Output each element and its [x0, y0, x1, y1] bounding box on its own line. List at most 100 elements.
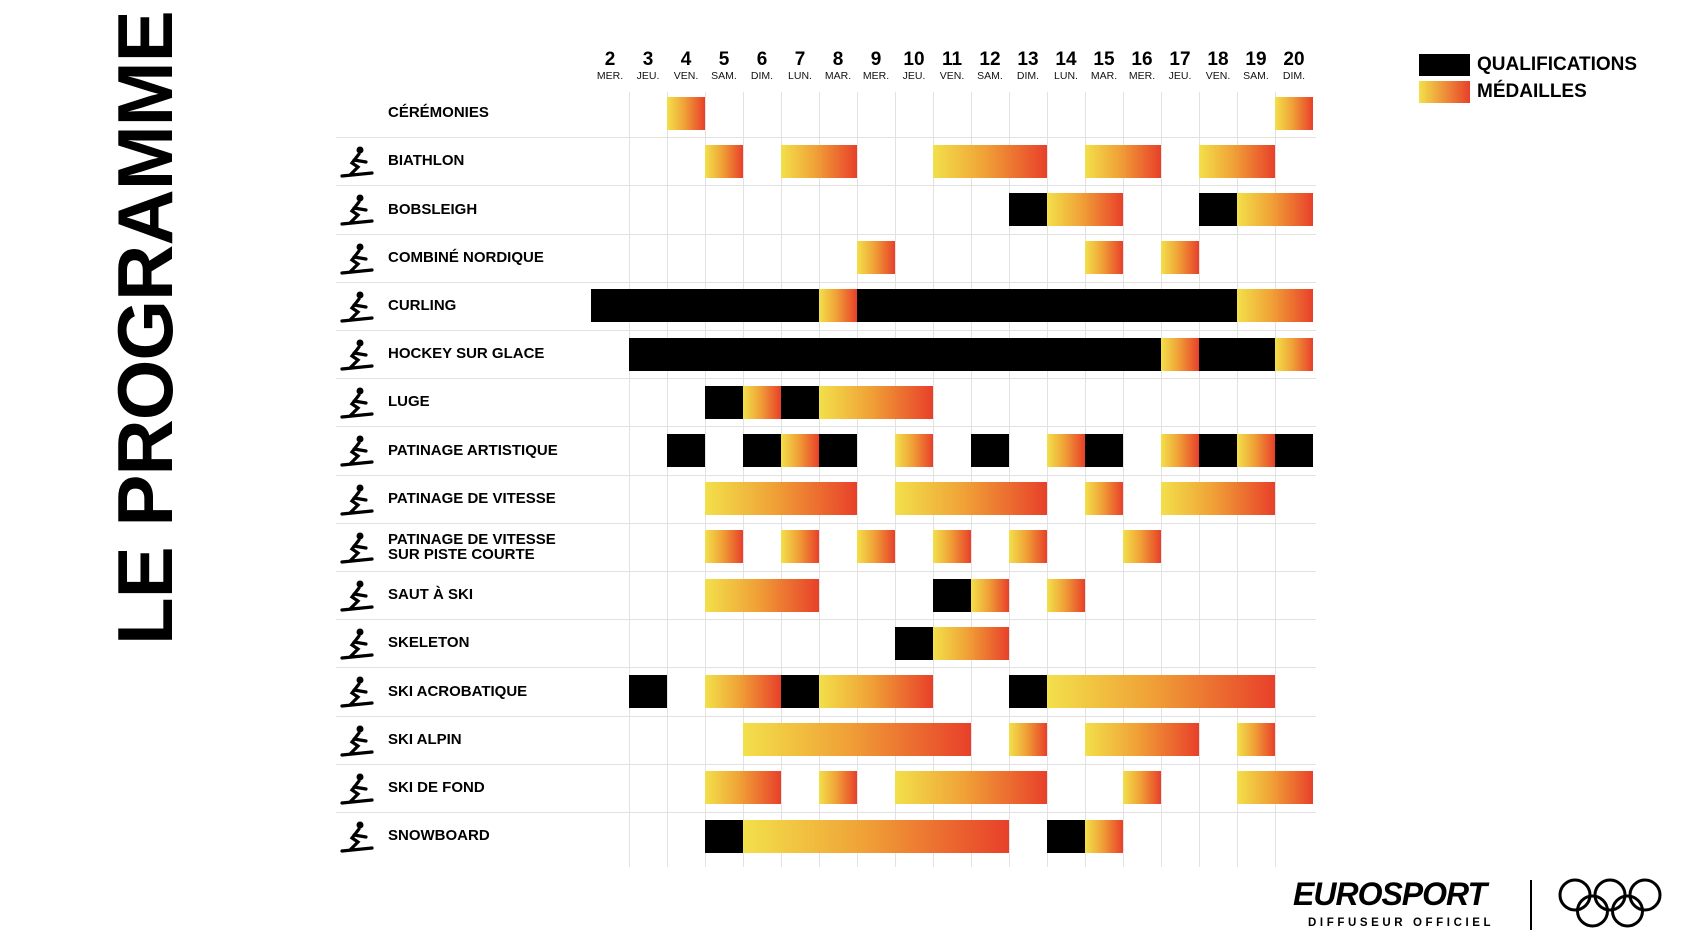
medal-bar: [743, 723, 971, 757]
ice-hockey-icon: [338, 336, 374, 372]
medal-bar: [705, 578, 819, 612]
weekday-label: JEU.: [1168, 70, 1192, 82]
medal-bar: [1275, 337, 1313, 371]
medal-bar: [1123, 530, 1161, 564]
weekday-label: SAM.: [1243, 70, 1269, 82]
medal-bar: [1237, 723, 1275, 757]
sport-label: LUGE: [388, 393, 430, 411]
grid-line-horizontal: [336, 474, 1316, 476]
medal-bar: [1237, 771, 1313, 805]
grid-line-horizontal: [336, 185, 1316, 187]
day-number: 7: [794, 49, 806, 70]
alpine-skiing-icon: [338, 722, 374, 758]
legend-medal-swatch: [1419, 81, 1470, 103]
grid-line-horizontal: [336, 571, 1316, 572]
sport-label: BIATHLON: [388, 152, 465, 170]
ski-jumping-icon: [338, 577, 374, 613]
qualification-bar: [819, 433, 857, 467]
day-number: 12: [979, 49, 1001, 70]
qualification-bar: [667, 433, 705, 467]
day-number: 6: [756, 49, 768, 70]
medal-bar: [819, 385, 933, 419]
weekday-label: MER.: [596, 70, 624, 82]
day-number: 3: [642, 49, 654, 70]
sport-label: CURLING: [388, 296, 457, 314]
grid-line-horizontal: [336, 715, 1316, 717]
medal-bar: [819, 771, 857, 805]
day-number: 5: [718, 49, 730, 70]
weekday-label: JEU.: [636, 70, 660, 82]
medal-bar: [895, 771, 1047, 805]
cross-country-icon: [338, 770, 374, 806]
day-header: 10 JEU.: [895, 50, 933, 83]
sport-label: BOBSLEIGH: [388, 200, 478, 218]
qualification-bar: [781, 385, 819, 419]
luge-icon: [338, 384, 374, 420]
grid-line-vertical: [629, 92, 630, 867]
grid-line-vertical: [743, 92, 744, 867]
day-header: 7 LUN.: [781, 50, 819, 83]
day-number: 18: [1207, 49, 1229, 70]
day-number: 13: [1017, 49, 1039, 70]
medal-bar: [743, 819, 1009, 853]
sport-label: SNOWBOARD: [388, 827, 490, 845]
day-header: 20 DIM.: [1275, 50, 1313, 83]
grid-line-horizontal: [336, 763, 1316, 765]
day-header: 11 VEN.: [933, 50, 971, 83]
qualification-bar: [629, 674, 667, 708]
grid-line-horizontal: [336, 667, 1316, 669]
grid-line-vertical: [667, 92, 668, 867]
day-header: 4 VEN.: [667, 50, 705, 83]
medal-bar: [1161, 337, 1199, 371]
grid-line-horizontal: [336, 233, 1316, 235]
medal-bar: [667, 96, 705, 130]
sport-label: PATINAGE DE VITESSE: [388, 489, 556, 507]
skeleton-icon: [338, 625, 374, 661]
day-number: 19: [1245, 49, 1267, 70]
qualification-bar: [1085, 433, 1123, 467]
grid-line-horizontal: [336, 619, 1316, 621]
day-number: 17: [1169, 49, 1191, 70]
medal-bar: [1123, 771, 1161, 805]
medal-bar: [971, 578, 1009, 612]
eurosport-logo: EUROSPORT: [1293, 876, 1487, 912]
medal-bar: [857, 530, 895, 564]
grid-line-vertical: [1085, 92, 1086, 867]
medal-bar: [1047, 192, 1123, 226]
day-number: 20: [1283, 49, 1305, 70]
sport-label: HOCKEY SUR GLACE: [388, 345, 545, 363]
day-header: 17 JEU.: [1161, 50, 1199, 83]
day-header: 15 MAR.: [1085, 50, 1123, 83]
medal-bar: [1009, 723, 1047, 757]
weekday-label: JEU.: [902, 70, 926, 82]
medal-bar: [1047, 578, 1085, 612]
day-header: 13 DIM.: [1009, 50, 1047, 83]
medal-bar: [781, 144, 857, 178]
sport-label: SKELETON: [388, 634, 470, 652]
weekday-label: MAR.: [824, 70, 852, 82]
snowboard-icon: [338, 818, 374, 854]
grid-line-horizontal: [336, 330, 1316, 331]
weekday-label: VEN.: [939, 70, 965, 82]
day-number: 10: [903, 49, 925, 70]
weekday-label: DIM.: [1016, 70, 1040, 82]
medal-bar: [1161, 482, 1275, 516]
legend-medals: MÉDAILLES: [1477, 81, 1587, 102]
grid-line-vertical: [1199, 92, 1200, 867]
weekday-label: SAM.: [977, 70, 1003, 82]
weekday-label: MAR.: [1090, 70, 1118, 82]
medal-bar: [1085, 819, 1123, 853]
qualification-bar: [781, 674, 819, 708]
grid-line-vertical: [895, 92, 896, 867]
medal-bar: [705, 530, 743, 564]
sport-label: SKI ALPIN: [388, 730, 462, 748]
day-header: 16 MER.: [1123, 50, 1161, 83]
sport-label: CÉRÉMONIES: [388, 104, 489, 122]
qualification-bar: [591, 289, 819, 323]
legend-qualifications: QUALIFICATIONS: [1477, 54, 1638, 75]
medal-bar: [895, 433, 933, 467]
day-header: 3 JEU.: [629, 50, 667, 83]
nordic-combined-icon: [338, 240, 374, 276]
qualification-bar: [1009, 192, 1047, 226]
medal-bar: [1199, 144, 1275, 178]
